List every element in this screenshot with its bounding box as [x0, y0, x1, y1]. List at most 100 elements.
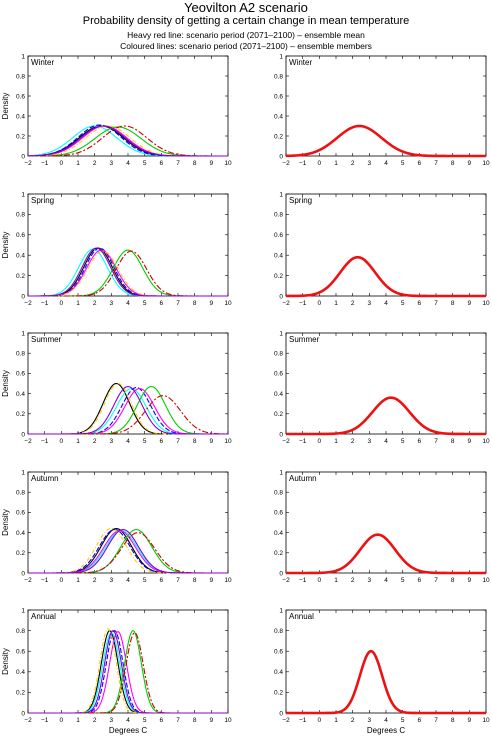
x-tick-label: −1 [299, 717, 307, 724]
y-tick-label: 0.8 [274, 212, 283, 219]
x-tick-label: −2 [282, 577, 290, 584]
x-tick-label: −2 [282, 717, 290, 724]
y-tick-label: 0 [21, 710, 25, 717]
x-tick-label: 0 [60, 160, 64, 167]
x-tick-label: 5 [401, 300, 405, 307]
member-curve [28, 629, 228, 714]
y-tick-label: 0.6 [274, 232, 283, 239]
y-tick-label: 0.6 [274, 93, 283, 100]
x-tick-label: 7 [176, 717, 180, 724]
legend-note-mean: Heavy red line: scenario period (2071–21… [127, 30, 365, 40]
x-tick-label: 7 [434, 160, 438, 167]
x-tick-label: 6 [160, 577, 164, 584]
x-tick-label: 0 [318, 160, 322, 167]
y-axis-label: Density [1, 93, 10, 120]
panel-annual-members: −2 −1 0 1 2 3 4 5 6 7 8 9 10 0 0.2 0.4 0.6 0.8 1 Annual Dens… [1, 607, 232, 735]
x-axis-label: Degrees C [367, 726, 405, 735]
chart-subtitle: Probability density of getting a certain… [82, 15, 410, 27]
x-tick-label: 9 [210, 300, 214, 307]
x-tick-label: 8 [451, 160, 455, 167]
x-tick-label: 5 [401, 717, 405, 724]
ensemble-mean-curve [286, 649, 486, 715]
y-tick-label: 0.6 [16, 371, 25, 378]
panel-summer-members: −2 −1 0 1 2 3 4 5 6 7 8 9 10 0 0.2 0.4 0.6 0.8 1 Summer Dens… [1, 330, 232, 445]
x-tick-label: 0 [318, 438, 322, 445]
y-tick-label: 0.8 [274, 628, 283, 635]
x-tick-label: 3 [110, 577, 114, 584]
y-tick-label: 0.2 [274, 550, 283, 557]
y-tick-label: 0.8 [16, 351, 25, 358]
x-tick-label: 7 [434, 300, 438, 307]
x-tick-label: 8 [451, 717, 455, 724]
x-tick-label: 1 [76, 438, 80, 445]
y-tick-label: 0.4 [16, 530, 25, 537]
x-tick-label: −2 [24, 438, 32, 445]
x-tick-label: 2 [351, 160, 355, 167]
member-curve [28, 532, 228, 574]
x-tick-label: 6 [160, 300, 164, 307]
x-tick-label: −1 [41, 717, 49, 724]
panel-spring-members: −2 −1 0 1 2 3 4 5 6 7 8 9 10 0 0.2 0.4 0.6 0.8 1 Spring Dens… [1, 191, 232, 307]
season-label: Spring [289, 196, 312, 205]
x-tick-label: 4 [126, 577, 130, 584]
member-curve [28, 248, 228, 297]
x-tick-label: 10 [224, 160, 232, 167]
x-tick-label: 6 [160, 438, 164, 445]
y-tick-label: 0.8 [274, 351, 283, 358]
y-tick-label: 0.2 [274, 133, 283, 140]
x-tick-label: 3 [368, 160, 372, 167]
y-tick-label: 0.8 [274, 73, 283, 80]
season-label: Summer [31, 335, 62, 344]
x-tick-label: −1 [299, 577, 307, 584]
x-tick-label: 5 [401, 160, 405, 167]
x-tick-label: 3 [110, 300, 114, 307]
x-tick-label: 0 [318, 717, 322, 724]
y-tick-label: 0.2 [274, 690, 283, 697]
season-label: Annual [289, 612, 314, 621]
member-curve [28, 529, 228, 574]
x-tick-label: 7 [176, 438, 180, 445]
x-tick-label: 10 [482, 438, 490, 445]
x-tick-label: −2 [282, 438, 290, 445]
axes-frame [27, 332, 229, 435]
x-tick-label: 1 [76, 717, 80, 724]
x-tick-label: 2 [351, 577, 355, 584]
x-tick-label: −1 [41, 577, 49, 584]
y-tick-label: 0 [21, 431, 25, 438]
x-tick-label: −2 [24, 577, 32, 584]
x-tick-label: 9 [468, 300, 472, 307]
y-tick-label: 1 [279, 607, 283, 614]
y-tick-label: 0.2 [274, 273, 283, 280]
x-tick-label: 0 [318, 577, 322, 584]
x-tick-label: −1 [41, 438, 49, 445]
y-tick-label: 1 [279, 191, 283, 198]
x-tick-label: 6 [418, 438, 422, 445]
x-tick-label: 7 [434, 717, 438, 724]
ensemble-mean-curve [286, 533, 486, 575]
x-tick-label: 8 [451, 438, 455, 445]
y-tick-label: 0.8 [274, 490, 283, 497]
panel-winter-mean: −2 −1 0 1 2 3 4 5 6 7 8 9 10 0 0.2 0.4 0.6 0.8 1 Winter [274, 53, 490, 167]
x-tick-label: 2 [351, 300, 355, 307]
y-tick-label: 0.6 [16, 232, 25, 239]
x-tick-label: 2 [93, 160, 97, 167]
member-curve [28, 247, 228, 297]
panel-winter-members: −2 −1 0 1 2 3 4 5 6 7 8 9 10 0 0.2 0.4 0.6 0.8 1 Winter Dens… [1, 53, 232, 167]
axes-frame [285, 332, 487, 435]
x-tick-label: −1 [299, 438, 307, 445]
y-tick-label: 0.8 [16, 73, 25, 80]
x-tick-label: 2 [93, 577, 97, 584]
x-tick-label: −2 [282, 300, 290, 307]
x-tick-label: 10 [224, 438, 232, 445]
x-tick-label: −1 [41, 300, 49, 307]
member-curve [28, 382, 228, 435]
x-tick-label: 9 [468, 160, 472, 167]
member-curve [28, 386, 228, 435]
season-label: Autumn [289, 474, 317, 483]
y-tick-label: 0 [21, 570, 25, 577]
member-curve [28, 529, 228, 574]
x-tick-label: 5 [143, 438, 147, 445]
x-tick-label: 4 [126, 160, 130, 167]
y-tick-label: 0.6 [274, 510, 283, 517]
y-tick-label: 1 [21, 330, 25, 337]
